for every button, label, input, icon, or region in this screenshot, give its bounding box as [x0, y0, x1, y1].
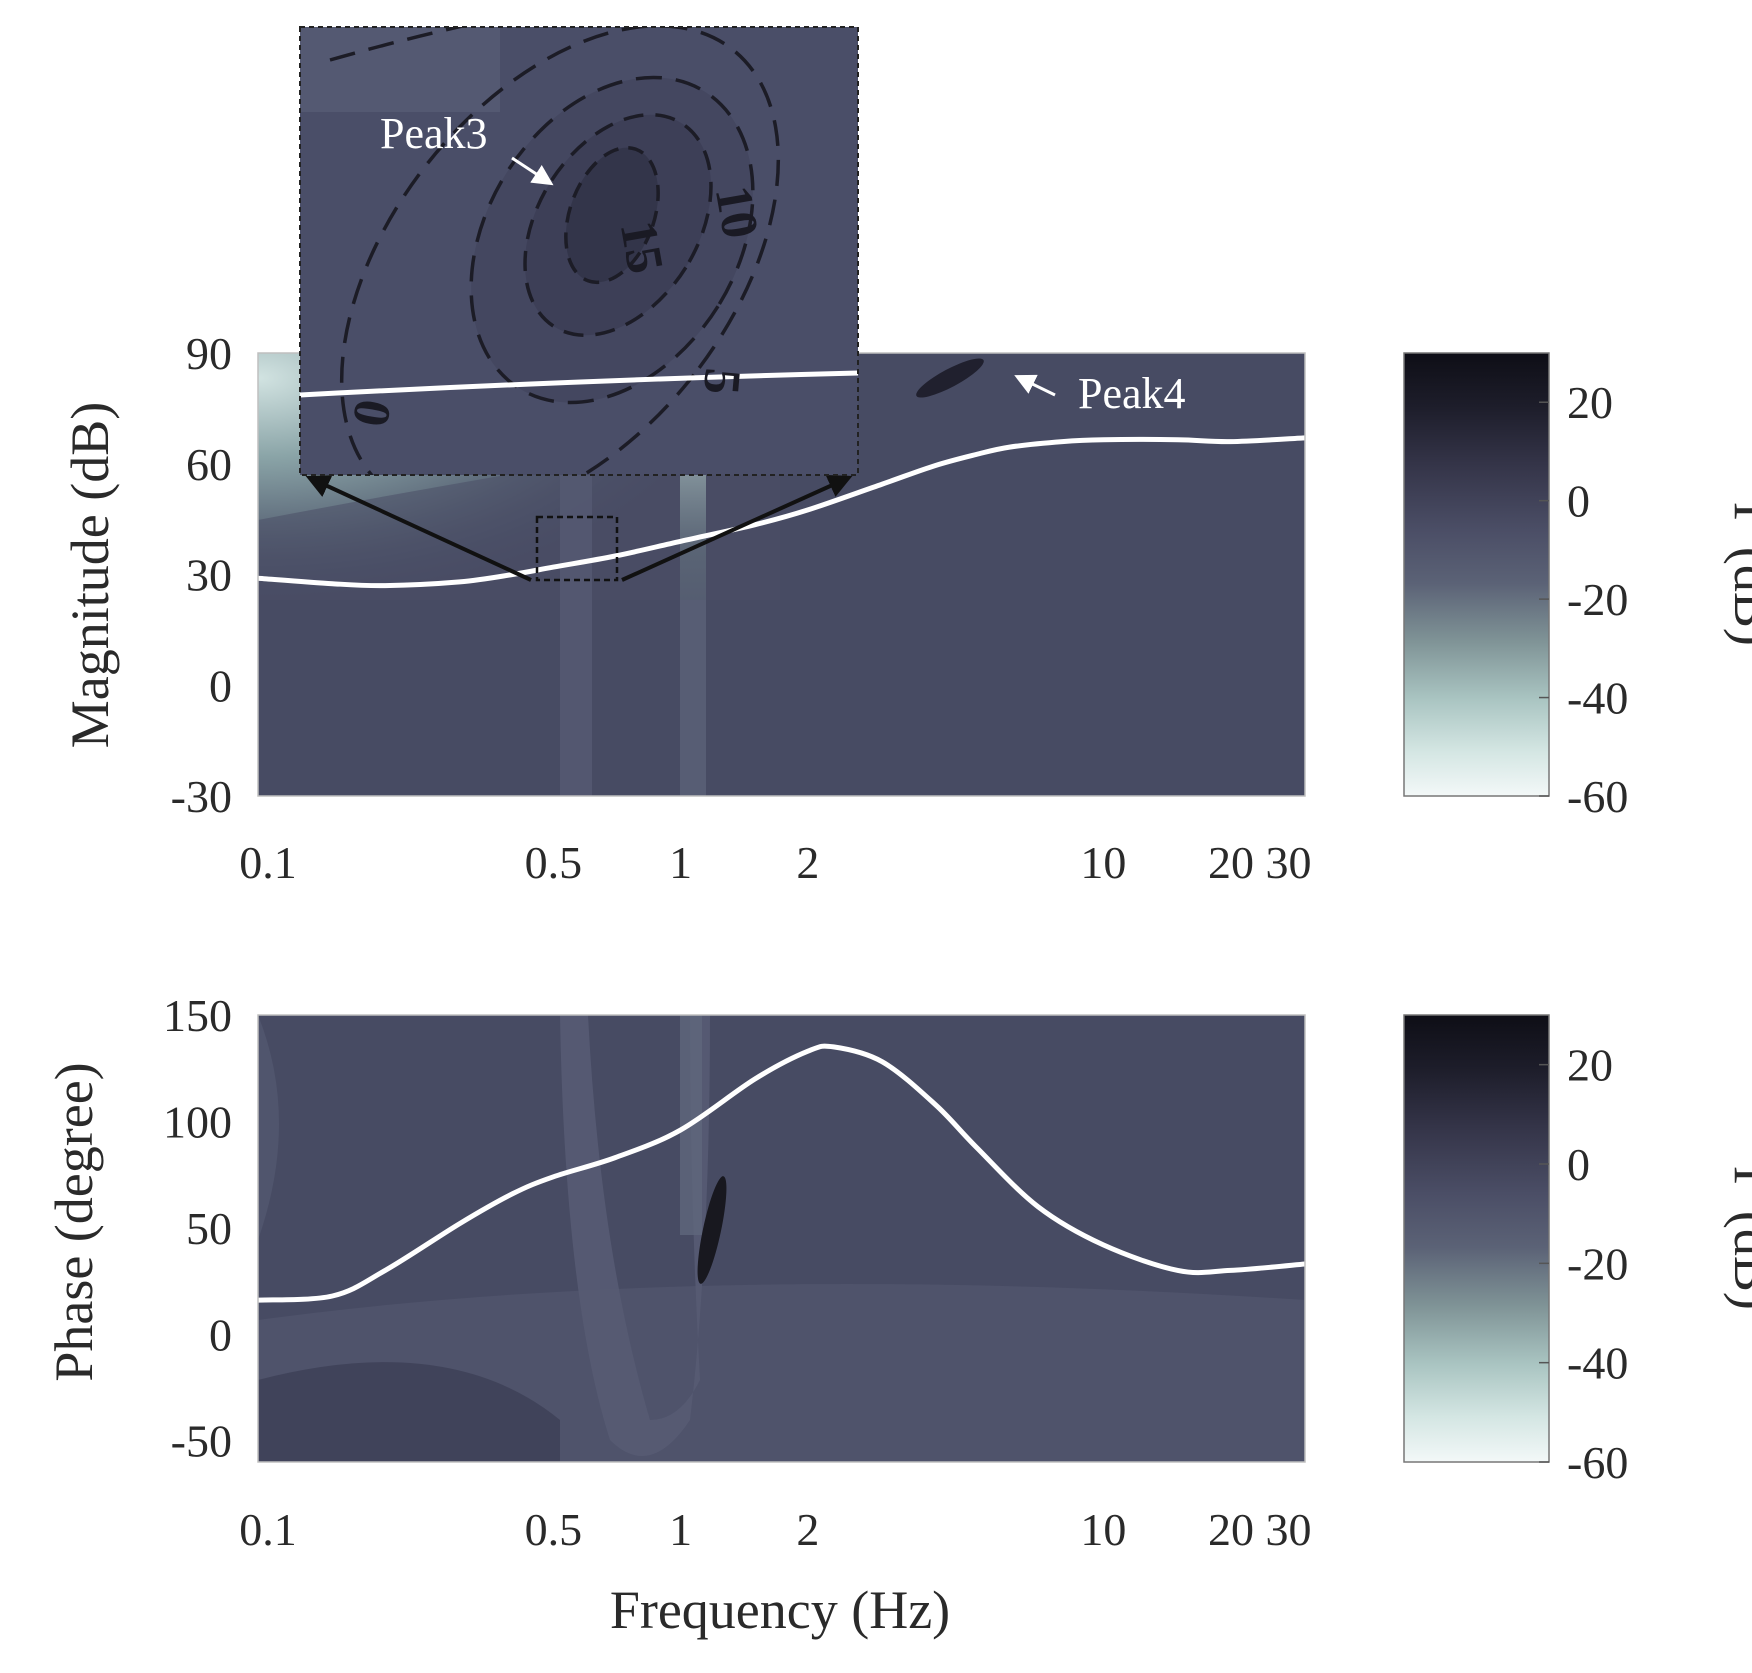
- phase-heatmap-valley-band: [560, 1015, 710, 1456]
- zoom-region-box: [535, 515, 619, 582]
- magnitude-colorbar-tick-label: 0: [1567, 476, 1590, 527]
- magnitude-colorbar-tick-label: -20: [1567, 574, 1628, 625]
- inset-contour-fill-15: [565, 147, 659, 283]
- zoom-connector-right: [621, 474, 853, 582]
- magnitude-x-tick-label: 1: [669, 837, 692, 888]
- magnitude-y-axis-label: Magnitude (dB): [60, 402, 120, 748]
- magnitude-heatmap-band-3: [680, 600, 706, 796]
- phase-y-tick-label: 150: [163, 990, 232, 1041]
- magnitude-y-tick-label: 60: [186, 439, 232, 490]
- magnitude-colorbar: 20 0 -20 -40 -60 Γ (dB): [1403, 352, 1752, 822]
- phase-y-tick-label: 0: [209, 1309, 232, 1360]
- phase-x-tick-label: 20 30: [1208, 1504, 1312, 1555]
- magnitude-colorbar-ticks: 20 0 -20 -40 -60: [1539, 377, 1628, 822]
- inset-contour-15: [564, 145, 660, 285]
- peak3-label: Peak3: [380, 109, 488, 158]
- magnitude-colorbar-tick-label: 20: [1567, 377, 1613, 428]
- magnitude-y-tick-label: 90: [186, 328, 232, 379]
- magnitude-colorbar-gradient: [1403, 352, 1550, 797]
- peak4-arrow: [1014, 374, 1056, 397]
- phase-x-tick-label: 0.1: [239, 1504, 297, 1555]
- zoom-connector-left: [305, 475, 532, 582]
- phase-colorbar-gradient: [1403, 1014, 1550, 1463]
- magnitude-y-tick-label: 30: [186, 550, 232, 601]
- magnitude-y-tick-label: 0: [209, 660, 232, 711]
- phase-x-tick-label: 10: [1080, 1504, 1126, 1555]
- magnitude-x-ticks: 0.1 0.5 1 2 10 20 30: [239, 837, 1311, 888]
- inset-magnitude-curve: [300, 370, 858, 398]
- phase-colorbar-tick-label: -40: [1567, 1338, 1628, 1389]
- phase-heatmap-left-shade: [258, 1015, 279, 1240]
- phase-y-tick-label: -50: [171, 1416, 232, 1467]
- magnitude-x-tick-label: 0.1: [239, 837, 297, 888]
- inset-contour-label-15: 15: [609, 217, 674, 278]
- phase-colorbar-label: Γ (dB): [1723, 1166, 1752, 1310]
- phase-x-tick-label: 1: [669, 1504, 692, 1555]
- inset-contour-label-5: 5: [692, 366, 751, 397]
- magnitude-x-tick-label: 10: [1080, 837, 1126, 888]
- peak4-label: Peak4: [1078, 369, 1186, 418]
- phase-colorbar-tick-label: 0: [1567, 1139, 1590, 1190]
- phase-y-tick-label: 100: [163, 1096, 232, 1147]
- zoom-inset: 15 10 5 0 Peak3: [299, 26, 859, 476]
- inset-contour-10: [523, 113, 713, 337]
- magnitude-panel: -30 0 30 60 90 0.1 0.5 1 2 10 20 30 Magnitude (dB…: [60, 26, 1752, 888]
- magnitude-colorbar-label: Γ (dB): [1723, 502, 1752, 646]
- phase-y-axis-label: Phase (degree): [44, 1062, 104, 1381]
- phase-heatmap-bottom-left-shade: [258, 1362, 560, 1462]
- magnitude-heatmap-peak4-blob: [916, 358, 984, 398]
- magnitude-x-tick-label: 2: [796, 837, 819, 888]
- magnitude-colorbar-tick-label: -40: [1567, 673, 1628, 724]
- phase-axes-frame: [257, 1014, 1306, 1463]
- inset-frame: [299, 26, 859, 476]
- magnitude-x-tick-label: 0.5: [525, 837, 583, 888]
- x-axis-label: Frequency (Hz): [610, 1580, 950, 1640]
- magnitude-y-tick-label: -30: [171, 771, 232, 822]
- phase-colorbar-ticks: 20 0 -20 -40 -60: [1539, 1040, 1628, 1488]
- phase-y-ticks: -50 0 50 100 150: [163, 990, 232, 1467]
- magnitude-y-ticks: -30 0 30 60 90: [171, 328, 232, 822]
- phase-colorbar: 20 0 -20 -40 -60 Γ (dB): [1403, 1014, 1752, 1488]
- phase-heatmap-dark-spot: [697, 1176, 727, 1284]
- phase-curve: [258, 1043, 1305, 1303]
- phase-y-tick-label: 50: [186, 1203, 232, 1254]
- magnitude-curve: [258, 435, 1305, 589]
- phase-colorbar-tick-label: -60: [1567, 1437, 1628, 1488]
- inset-contour-label-10: 10: [704, 182, 769, 243]
- phase-x-tick-label: 2: [796, 1504, 819, 1555]
- phase-x-tick-label: 0.5: [525, 1504, 583, 1555]
- phase-colorbar-tick-label: 20: [1567, 1040, 1613, 1091]
- inset-shade: [300, 27, 500, 112]
- peak3-arrow: [511, 156, 554, 186]
- phase-colorbar-tick-label: -20: [1567, 1238, 1628, 1289]
- phase-heatmap: [258, 1015, 1305, 1462]
- magnitude-colorbar-tick-label: -60: [1567, 771, 1628, 822]
- phase-panel: -50 0 50 100 150 0.1 0.5 1 2 10 20 30 Phase (degr…: [44, 990, 1752, 1640]
- magnitude-x-tick-label: 20 30: [1208, 837, 1312, 888]
- phase-x-ticks: 0.1 0.5 1 2 10 20 30: [239, 1504, 1311, 1555]
